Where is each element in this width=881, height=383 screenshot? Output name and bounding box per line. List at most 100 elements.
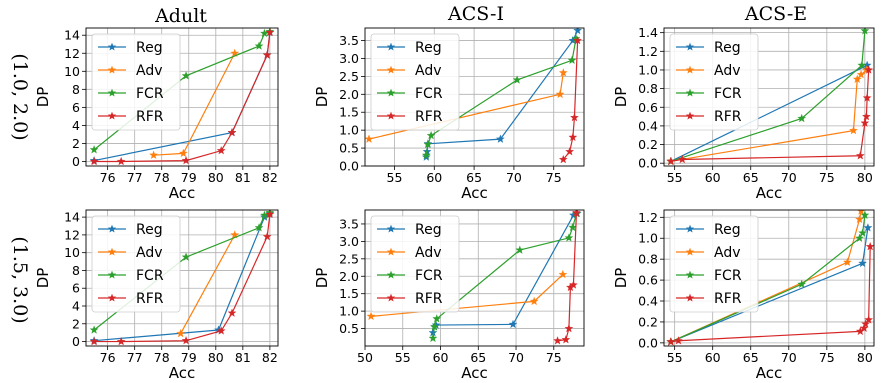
- data-point-rfr: [561, 335, 571, 344]
- x-tick-label: 75: [546, 170, 562, 185]
- data-point-rfr: [569, 280, 578, 289]
- legend-marker-adv: [386, 65, 396, 74]
- legend-label-adv: Adv: [415, 245, 442, 261]
- legend-label-reg: Reg: [415, 222, 442, 238]
- y-tick-label: 14: [64, 210, 80, 225]
- data-point-rfr: [216, 326, 226, 335]
- y-tick-label: 1.5: [339, 286, 359, 301]
- y-tick-label: 10: [64, 64, 80, 79]
- data-point-adv: [230, 48, 240, 57]
- x-axis-label: Acc: [756, 364, 783, 382]
- data-point-fcr: [797, 113, 807, 123]
- y-tick-label: 2: [72, 136, 80, 151]
- data-point-rfr: [89, 156, 99, 166]
- y-tick-label: 0.6: [638, 273, 658, 288]
- legend-label-fcr: FCR: [714, 268, 742, 284]
- data-point-rfr: [860, 118, 870, 127]
- data-point-rfr: [666, 337, 676, 346]
- data-point-rfr: [565, 147, 575, 156]
- legend-label-rfr: RFR: [136, 109, 164, 125]
- legend-label-fcr: FCR: [136, 268, 164, 284]
- data-point-adv: [855, 214, 864, 224]
- data-point-adv: [230, 230, 240, 239]
- x-tick-label: 76: [100, 170, 116, 185]
- y-tick-label: 2.0: [339, 269, 359, 284]
- panel-acs-e-bottom: 55 60 65 70 75 80 0.0 0.2 0.4 0.6 0.8 1.0 1.2 Acc DP Re…: [612, 209, 875, 382]
- panel-adult-bottom: 76 77 78 79 80 81 8202468101214AccDPRegAdvFCRR…: [34, 209, 279, 382]
- legend-marker-adv: [386, 247, 396, 256]
- x-tick-label: 76: [100, 350, 116, 365]
- x-tick-label: 50: [357, 350, 373, 365]
- x-tick-label: 65: [466, 170, 482, 185]
- data-point-reg: [495, 134, 505, 143]
- x-tick-label: 65: [743, 350, 759, 365]
- y-tick-label: 0.6: [638, 100, 658, 115]
- column-titles: Adult ACS-I ACS-E: [154, 3, 807, 27]
- legend-label-adv: Adv: [136, 63, 163, 79]
- panel-acs-i-top: 55 60 65 70 75 0.0 0.5 1.0 1.5 2.0 2.5 3.0 3.5 Acc DP R…: [313, 27, 585, 202]
- x-tick-label: 65: [743, 170, 759, 185]
- series-group: [89, 28, 275, 166]
- data-point-rfr: [262, 232, 272, 241]
- data-point-rfr: [227, 128, 237, 137]
- y-tick-label: 0.5: [339, 321, 359, 336]
- legend-box: [370, 33, 460, 131]
- data-point-rfr: [262, 50, 272, 59]
- x-tick-label: 70: [781, 350, 797, 365]
- data-point-rfr: [865, 241, 874, 251]
- y-tick-label: 0.2: [638, 314, 658, 329]
- data-point-fcr: [860, 28, 870, 35]
- legend-marker-rfr: [386, 111, 396, 120]
- series-line-reg: [670, 64, 868, 162]
- data-point-reg: [863, 223, 873, 232]
- data-point-rfr: [862, 93, 872, 102]
- legend-marker-adv: [107, 65, 117, 74]
- y-axis-label: DP: [34, 268, 52, 289]
- data-point-rfr: [570, 112, 579, 122]
- legend-marker-reg: [685, 42, 695, 51]
- y-tick-label: 3.0: [339, 51, 359, 66]
- legend-label-rfr: RFR: [714, 291, 742, 307]
- legend-label-fcr: FCR: [415, 86, 443, 102]
- y-tick-label: 1.4: [638, 25, 658, 40]
- x-tick-label: 75: [819, 170, 835, 185]
- series-group: [666, 210, 874, 346]
- legend-label-reg: Reg: [415, 40, 442, 56]
- y-tick-label: 0.8: [638, 81, 658, 96]
- legend-marker-rfr: [685, 293, 695, 302]
- y-axis-label: DP: [313, 87, 331, 108]
- data-point-rfr: [558, 154, 568, 164]
- data-point-fcr: [254, 223, 264, 232]
- legend-marker-reg: [685, 224, 695, 233]
- y-tick-label: 3.5: [339, 216, 359, 231]
- x-tick-label: 60: [705, 170, 721, 185]
- data-point-rfr: [89, 336, 99, 346]
- legend-label-fcr: FCR: [415, 268, 443, 284]
- x-tick-label: 80: [208, 350, 224, 365]
- legend-label-rfr: RFR: [714, 109, 742, 125]
- y-tick-label: 1.0: [339, 123, 359, 138]
- y-tick-label: 0.0: [339, 159, 359, 174]
- y-tick-label: 12: [64, 227, 80, 242]
- data-point-adv: [365, 134, 374, 143]
- series-line-fcr: [670, 30, 866, 162]
- legend-label-reg: Reg: [136, 40, 163, 56]
- y-tick-label: 0.0: [638, 335, 658, 350]
- data-point-fcr: [567, 55, 577, 65]
- data-point-adv: [852, 74, 862, 84]
- x-axis-label: Acc: [169, 184, 196, 202]
- data-point-rfr: [265, 210, 275, 219]
- legend: Reg Adv FCR RFR: [669, 33, 759, 131]
- data-point-adv: [149, 150, 159, 159]
- x-tick-label: 82: [262, 350, 278, 365]
- y-tick-label: 1.2: [638, 210, 658, 225]
- data-point-rfr: [674, 336, 683, 345]
- data-point-fcr: [423, 139, 433, 149]
- column-title-adult: Adult: [154, 5, 207, 27]
- data-point-rfr: [181, 155, 191, 165]
- x-axis-label: Acc: [461, 184, 488, 202]
- x-tick-label: 55: [667, 170, 683, 185]
- data-point-fcr: [426, 130, 436, 140]
- legend: Reg Adv FCR RFR: [370, 33, 460, 131]
